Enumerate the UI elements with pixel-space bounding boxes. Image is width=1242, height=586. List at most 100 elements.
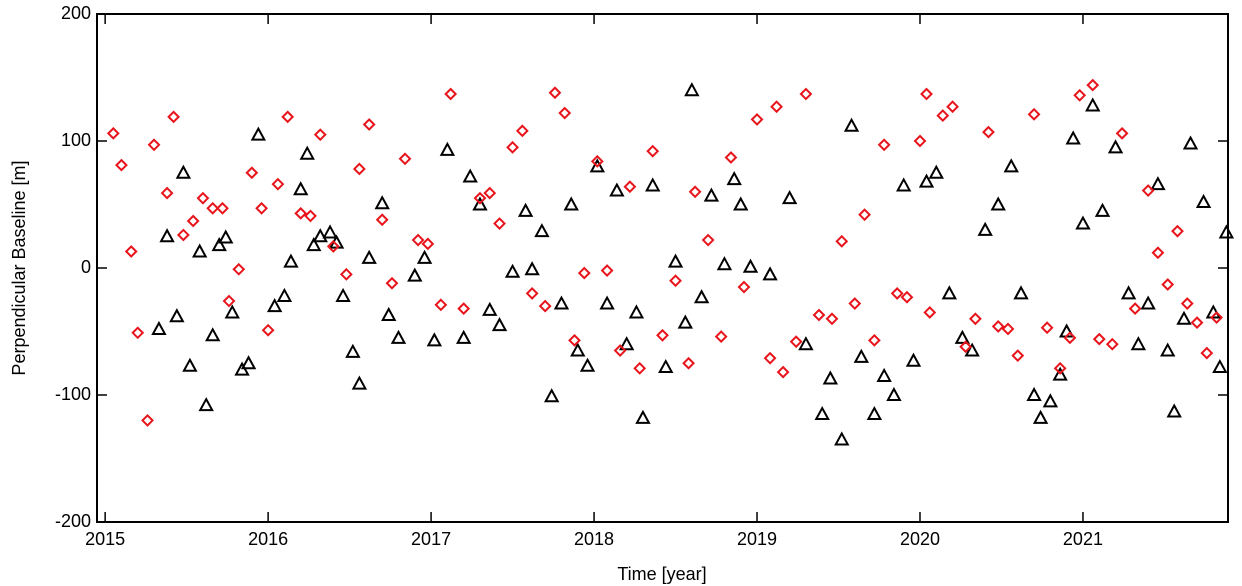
data-point [416, 249, 433, 264]
data-point [374, 195, 390, 210]
data-point [876, 367, 892, 382]
data-point [1063, 331, 1077, 345]
data-point [776, 365, 790, 379]
data-point [482, 301, 498, 316]
data-point [1182, 135, 1199, 150]
x-axis-label: Time [year] [617, 564, 706, 584]
data-point [312, 228, 328, 243]
x-tick-label: 2016 [248, 529, 288, 549]
data-point [224, 304, 240, 319]
data-point [345, 343, 361, 358]
x-tick-label: 2017 [411, 529, 451, 549]
x-tick-label: 2018 [574, 529, 614, 549]
data-point [600, 264, 614, 277]
data-point [762, 266, 778, 281]
data-point [1026, 386, 1042, 401]
data-point [439, 141, 456, 156]
data-point [724, 151, 738, 164]
data-point [524, 261, 540, 276]
data-point [335, 287, 351, 302]
data-point [473, 191, 487, 205]
data-point [304, 209, 317, 223]
data-point [1052, 366, 1068, 381]
data-point [890, 286, 904, 300]
data-point [1086, 78, 1100, 92]
data-point [462, 168, 478, 183]
data-point [1011, 349, 1025, 363]
y-tick-label: 100 [61, 130, 91, 150]
data-point [1120, 285, 1137, 300]
data-point [266, 298, 283, 313]
data-point [206, 201, 220, 215]
data-point [623, 180, 637, 194]
data-point [877, 138, 891, 152]
data-point [589, 158, 605, 173]
data-point [1141, 184, 1155, 197]
data-point [750, 112, 764, 126]
data-point [276, 287, 293, 302]
data-point [151, 320, 167, 335]
data-point [1195, 193, 1212, 208]
data-point [381, 306, 397, 321]
data-point [579, 357, 596, 372]
data-point [351, 375, 368, 390]
data-point [232, 262, 246, 276]
data-point [701, 233, 715, 247]
data-point [913, 134, 927, 148]
data-point [205, 327, 221, 342]
data-point [491, 317, 508, 332]
data-point [618, 336, 635, 351]
data-point [677, 314, 694, 329]
data-point [568, 333, 581, 347]
data-point [789, 335, 803, 349]
data-point [716, 256, 733, 271]
data-point [563, 196, 579, 211]
data-point [131, 326, 145, 340]
data-point [421, 237, 435, 251]
data-point [281, 110, 295, 124]
data-point [812, 308, 826, 322]
data-point [843, 117, 860, 132]
data-point [822, 370, 839, 385]
data-point [656, 328, 669, 342]
data-point [1075, 215, 1091, 230]
data-point [733, 196, 749, 211]
data-point [1032, 409, 1049, 424]
data-point [1218, 224, 1235, 239]
data-point [1212, 358, 1228, 374]
data-point [182, 357, 198, 372]
data-point [646, 144, 660, 158]
data-point [991, 320, 1005, 333]
data-point [218, 229, 234, 244]
data-point [306, 237, 322, 252]
data-point [525, 286, 539, 300]
data-point [798, 336, 814, 351]
data-point [141, 413, 154, 427]
data-point [538, 299, 552, 313]
data-point [106, 126, 120, 140]
data-point [506, 140, 519, 154]
data-point [964, 342, 980, 357]
data-point [493, 217, 506, 230]
data-point [483, 186, 497, 200]
x-tick-label: 2020 [900, 529, 940, 549]
data-point [1151, 246, 1165, 260]
data-point [250, 126, 267, 141]
data-point [1094, 202, 1111, 217]
data-point [534, 223, 550, 238]
data-point [1042, 393, 1059, 408]
data-point [169, 308, 185, 323]
data-point [1073, 88, 1087, 102]
y-tick-label: 200 [61, 3, 91, 23]
data-point [726, 171, 742, 186]
data-point [1140, 295, 1156, 310]
data-point [982, 125, 995, 139]
data-point [411, 233, 425, 247]
data-point [1003, 158, 1019, 173]
data-point [245, 166, 259, 180]
data-point [1161, 278, 1175, 291]
data-point [1105, 337, 1119, 351]
data-point [390, 329, 407, 344]
data-point [742, 258, 759, 273]
